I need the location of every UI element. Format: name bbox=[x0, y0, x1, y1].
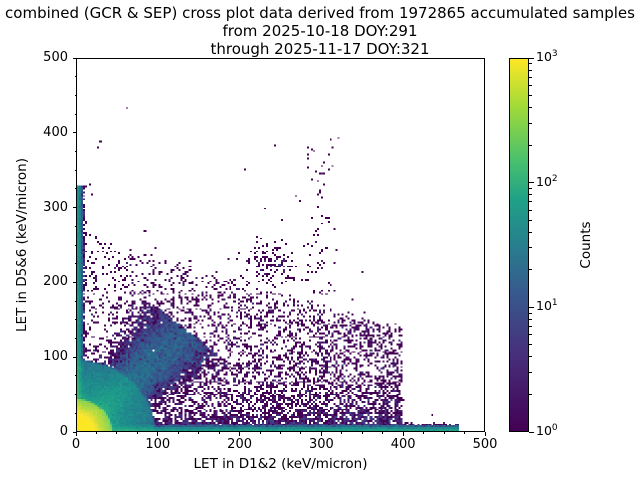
x-minor-tick bbox=[136, 432, 138, 434]
y-tick-500 bbox=[72, 57, 76, 59]
title-line-1: combined (GCR & SEP) cross plot data der… bbox=[5, 4, 635, 22]
title-line-2: from 2025-10-18 DOY:291 bbox=[222, 22, 418, 40]
colorbar-minor-tick bbox=[529, 95, 532, 97]
colorbar-ticklabel-1e1: 101 bbox=[536, 298, 558, 314]
x-ticklabel-200: 200 bbox=[227, 437, 252, 452]
y-minor-tick bbox=[74, 151, 77, 152]
y-ticklabel-100: 100 bbox=[43, 349, 68, 365]
colorbar-minor-tick bbox=[529, 231, 532, 233]
colorbar-label: Counts bbox=[578, 221, 594, 269]
x-minor-tick bbox=[259, 432, 261, 434]
y-ticklabel-400: 400 bbox=[43, 124, 68, 140]
y-minor-tick bbox=[74, 113, 77, 115]
x-tick-100 bbox=[157, 432, 159, 436]
y-minor-tick bbox=[74, 263, 77, 265]
colorbar-tick-1e3 bbox=[529, 57, 534, 59]
x-ticklabel-500: 500 bbox=[472, 437, 498, 452]
y-tick-100 bbox=[72, 356, 76, 358]
colorbar-minor-tick bbox=[529, 269, 532, 271]
x-minor-tick bbox=[280, 432, 281, 434]
x-ticklabel-0: 0 bbox=[71, 437, 81, 452]
x-tick-500 bbox=[484, 432, 486, 436]
y-minor-tick bbox=[74, 188, 77, 190]
x-minor-tick bbox=[341, 432, 343, 434]
y-tick-200 bbox=[72, 281, 76, 283]
x-minor-tick bbox=[218, 432, 220, 434]
x-minor-tick bbox=[361, 432, 363, 434]
colorbar-minor-tick bbox=[529, 326, 532, 328]
colorbar-minor-tick bbox=[529, 194, 532, 196]
y-ticklabel-200: 200 bbox=[43, 274, 68, 290]
colorbar-minor-tick bbox=[529, 201, 532, 203]
x-tick-0 bbox=[75, 432, 77, 436]
colorbar-minor-tick bbox=[529, 209, 532, 211]
colorbar-minor-tick bbox=[529, 107, 532, 109]
y-minor-tick bbox=[74, 375, 77, 377]
colorbar-minor-tick bbox=[529, 144, 532, 146]
y-ticklabel-0: 0 bbox=[59, 424, 68, 439]
colorbar-ticklabel-1e2: 102 bbox=[536, 173, 558, 189]
x-tick-400 bbox=[402, 432, 404, 436]
colorbar-minor-tick bbox=[529, 187, 532, 189]
colorbar-minor-tick bbox=[529, 122, 532, 124]
colorbar-minor-tick bbox=[529, 344, 532, 346]
x-axis-label: LET in D1&2 (keV/micron) bbox=[193, 456, 368, 472]
colorbar-minor-tick bbox=[529, 356, 532, 358]
y-minor-tick bbox=[74, 94, 77, 96]
y-tick-0 bbox=[72, 431, 76, 433]
title-line-3: through 2025-11-17 DOY:321 bbox=[210, 40, 430, 58]
colorbar-minor-tick bbox=[529, 372, 532, 374]
x-ticklabel-100: 100 bbox=[145, 437, 171, 452]
colorbar-minor-tick bbox=[529, 318, 532, 320]
x-minor-tick bbox=[382, 432, 384, 434]
y-minor-tick bbox=[74, 338, 77, 339]
x-minor-tick bbox=[198, 432, 200, 434]
colorbar-minor-tick bbox=[529, 312, 532, 314]
plot-area[interactable] bbox=[76, 58, 485, 432]
y-ticklabel-300: 300 bbox=[43, 199, 68, 215]
colorbar-tick-1e1 bbox=[529, 306, 534, 308]
colorbar-ticklabel-1e3: 103 bbox=[536, 49, 558, 65]
colorbar-minor-tick bbox=[529, 85, 532, 87]
x-minor-tick bbox=[464, 432, 466, 434]
colorbar-minor-tick bbox=[529, 69, 532, 71]
y-minor-tick bbox=[74, 169, 77, 171]
y-ticklabel-500: 500 bbox=[43, 50, 68, 65]
y-minor-tick bbox=[74, 244, 77, 246]
colorbar-minor-tick bbox=[529, 76, 532, 78]
x-minor-tick bbox=[300, 432, 302, 434]
colorbar-gradient[interactable] bbox=[509, 58, 529, 432]
x-minor-tick bbox=[95, 432, 97, 434]
x-minor-tick bbox=[443, 432, 445, 434]
x-ticklabel-300: 300 bbox=[308, 437, 334, 452]
y-tick-300 bbox=[72, 207, 76, 209]
colorbar-minor-tick bbox=[529, 334, 532, 336]
x-tick-300 bbox=[320, 432, 322, 436]
x-ticklabel-400: 400 bbox=[390, 437, 416, 452]
y-minor-tick bbox=[74, 319, 77, 321]
colorbar-tick-1e2 bbox=[529, 182, 534, 184]
colorbar-minor-tick bbox=[529, 219, 532, 221]
y-minor-tick bbox=[74, 300, 77, 302]
y-minor-tick bbox=[74, 225, 77, 227]
colorbar-minor-tick bbox=[529, 393, 532, 395]
y-axis-label: LET in D5&6 (keV/micron) bbox=[14, 158, 30, 332]
x-minor-tick bbox=[177, 432, 179, 434]
y-minor-tick bbox=[74, 394, 77, 396]
y-minor-tick bbox=[74, 412, 77, 414]
x-minor-tick bbox=[116, 432, 118, 434]
y-tick-400 bbox=[72, 132, 76, 134]
colorbar-ticklabel-1e0: 100 bbox=[536, 423, 558, 439]
colorbar-minor-tick bbox=[529, 63, 532, 65]
density-scatter-layer bbox=[77, 59, 484, 431]
colorbar-minor-tick bbox=[529, 247, 532, 249]
x-tick-200 bbox=[239, 432, 241, 436]
x-minor-tick bbox=[423, 432, 425, 434]
colorbar-tick-1e0 bbox=[529, 431, 534, 433]
y-minor-tick bbox=[74, 76, 77, 78]
